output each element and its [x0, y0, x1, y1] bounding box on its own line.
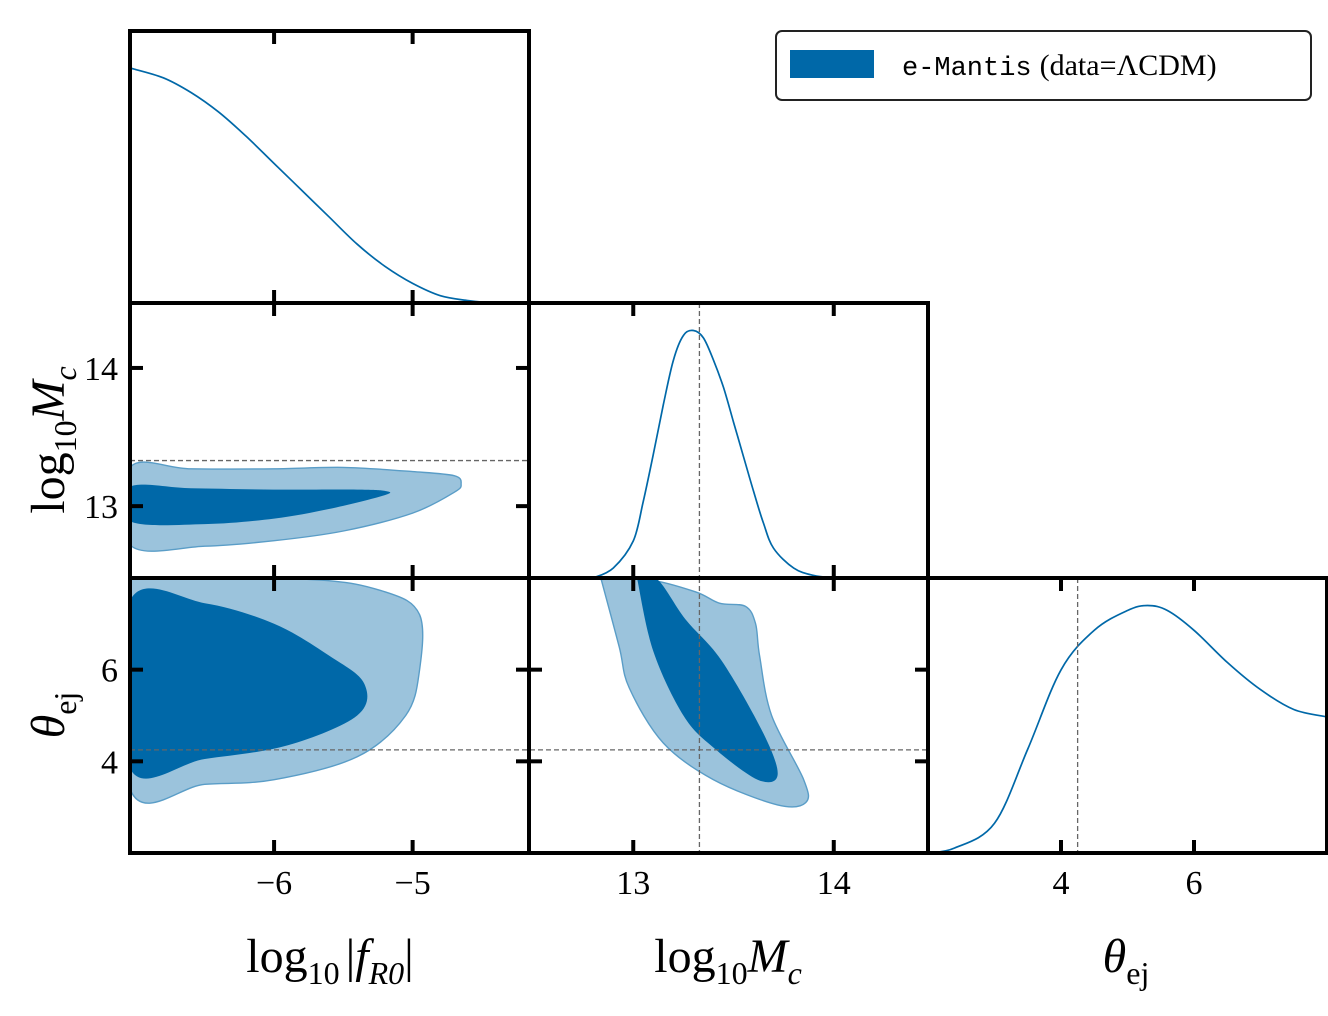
marginal-log10-fr0: [130, 67, 529, 303]
ylabel-log10-Mc: log10Mc: [22, 366, 83, 514]
contour-68-log10-mc-vs-log10-fr0: [130, 484, 391, 526]
legend: e-Mantis (data=ΛCDM): [775, 30, 1312, 101]
x-tick-label: 4: [1053, 865, 1070, 902]
marginal-theta-ej: [928, 604, 1327, 853]
contour-68-theta-ej-vs-log10-fr0: [130, 588, 368, 779]
marginal-log10-mc: [592, 329, 834, 578]
legend-frame: [775, 30, 1312, 101]
x-tick-label: −5: [395, 865, 431, 902]
y-tick-label: 6: [101, 653, 118, 690]
xlabel-theta-ej: θej: [1103, 930, 1150, 991]
y-tick-label: 13: [84, 489, 118, 526]
contour-68-theta-ej-vs-log10-mc: [635, 578, 778, 783]
x-tick-label: 6: [1186, 865, 1203, 902]
legend-swatch: [790, 50, 874, 78]
ylabel-theta-ej: θej: [22, 692, 83, 739]
xlabel-log10-fR0: log10 |fR0|: [246, 930, 413, 991]
xlabel-log10-Mc: log10Mc: [654, 930, 802, 991]
y-tick-label: 14: [84, 351, 118, 388]
x-tick-label: −6: [256, 865, 292, 902]
x-tick-label: 13: [616, 865, 650, 902]
y-tick-label: 4: [101, 744, 118, 781]
legend-label: e-Mantis (data=ΛCDM): [902, 49, 1217, 84]
panel-frame-2-2: [926, 576, 1328, 855]
x-tick-label: 14: [817, 865, 851, 902]
panel-frame-0-0: [128, 29, 531, 305]
panel-frame-1-1: [527, 301, 930, 580]
